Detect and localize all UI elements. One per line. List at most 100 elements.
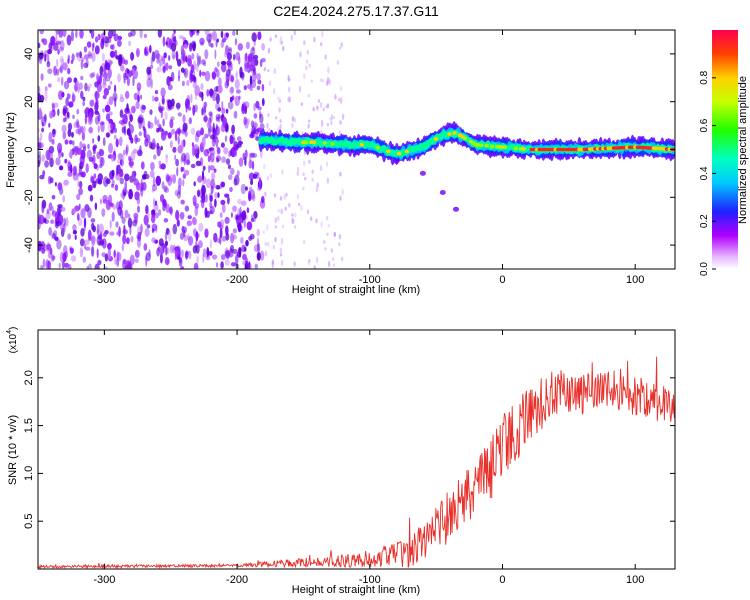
noise-blob (44, 219, 50, 225)
noise-blob (257, 79, 262, 85)
signal-core-cell (303, 140, 309, 145)
noise-blob (221, 203, 226, 213)
snr-y-ticks: 0.5 1.0 1.5 2.0 (23, 370, 675, 529)
noise-blob (202, 165, 206, 171)
noise-blob (190, 93, 193, 104)
noise-blob (162, 65, 166, 74)
sparse-blob (320, 42, 323, 47)
noise-blob (150, 170, 155, 178)
noise-blob (39, 30, 44, 35)
snr-y-multiplier-base: (x10 (8, 333, 19, 353)
noise-blob (124, 209, 129, 219)
sparse-blob (317, 98, 321, 104)
noise-blob (50, 152, 53, 159)
sparse-blob (287, 75, 290, 82)
noise-blob (202, 248, 207, 258)
sparse-blob (262, 230, 265, 234)
noise-blob (151, 95, 155, 102)
noise-blob (103, 67, 107, 74)
noise-blob (242, 260, 246, 265)
noise-blob (51, 102, 55, 109)
noise-blob (174, 130, 178, 142)
noise-blob (170, 128, 176, 135)
sparse-blob (283, 194, 286, 201)
noise-blob (196, 255, 199, 265)
noise-blob (230, 232, 235, 244)
noise-blob (187, 58, 193, 67)
sparse-blob (331, 257, 335, 261)
noise-blob (169, 244, 174, 254)
noise-blob (224, 123, 229, 133)
sparse-blob (273, 193, 277, 198)
noise-blob (201, 92, 204, 102)
sparse-blob (303, 40, 306, 46)
noise-blob (169, 140, 173, 149)
noise-blob (215, 262, 219, 268)
noise-blob (220, 181, 226, 188)
noise-blob (48, 83, 52, 88)
noise-blob (229, 134, 234, 145)
noise-blob (97, 135, 101, 142)
noise-blob (198, 240, 203, 249)
noise-blob (238, 157, 244, 167)
noise-blob (81, 57, 85, 63)
noise-blob (68, 140, 73, 145)
noise-blob (55, 157, 61, 166)
noise-blob (239, 66, 243, 78)
noise-blob (121, 216, 126, 224)
noise-blob (108, 142, 113, 154)
sparse-blob (313, 265, 316, 269)
signal-core-cell (463, 136, 468, 141)
signal-core-cell (375, 145, 380, 150)
sparse-blob (271, 261, 274, 269)
noise-blob (62, 105, 68, 114)
noise-blob (72, 140, 75, 146)
noise-blob (159, 107, 163, 114)
noise-blob (201, 183, 204, 194)
noise-blob (130, 235, 134, 243)
snr-panel: -300 -200 -100 0 100 0.5 1.0 1.5 2.0 Height of … (6, 327, 676, 596)
noise-blob (184, 205, 190, 212)
noise-blob (115, 138, 119, 148)
noise-blob (244, 156, 247, 166)
noise-blob (192, 195, 197, 202)
noise-blob (156, 119, 160, 127)
noise-blob (208, 111, 213, 117)
noise-blob (177, 191, 181, 199)
noise-blob (164, 231, 168, 241)
sparse-blob (333, 231, 336, 237)
y-tick-label: 20 (23, 96, 35, 108)
noise-blob (221, 156, 227, 164)
sparse-blob (302, 186, 305, 191)
noise-blob (158, 160, 162, 166)
noise-blob (232, 205, 237, 212)
noise-blob (229, 244, 235, 254)
noise-blob (131, 170, 137, 177)
noise-blob (99, 148, 104, 153)
noise-blob (86, 149, 92, 160)
noise-blob (138, 131, 142, 137)
noise-blob (193, 262, 199, 269)
noise-blob (129, 254, 135, 266)
noise-blob (252, 68, 257, 76)
noise-blob (75, 30, 78, 38)
y-tick-label: 2.0 (23, 370, 35, 385)
noise-blob (253, 103, 256, 112)
noise-blob (221, 100, 224, 110)
noise-blob (151, 184, 158, 192)
sparse-blob (293, 30, 296, 36)
noise-blob (114, 184, 119, 192)
noise-blob (120, 159, 124, 167)
noise-blob (256, 85, 261, 91)
noise-blob (250, 120, 255, 128)
noise-blob (38, 42, 41, 49)
noise-blob (214, 192, 219, 199)
noise-blob (195, 244, 200, 254)
noise-blob (172, 54, 175, 60)
noise-blob (57, 49, 60, 55)
noise-blob (190, 127, 196, 135)
noise-blob (204, 70, 211, 82)
noise-blob (76, 108, 80, 115)
noise-blob (80, 59, 84, 70)
noise-blob (97, 259, 102, 266)
